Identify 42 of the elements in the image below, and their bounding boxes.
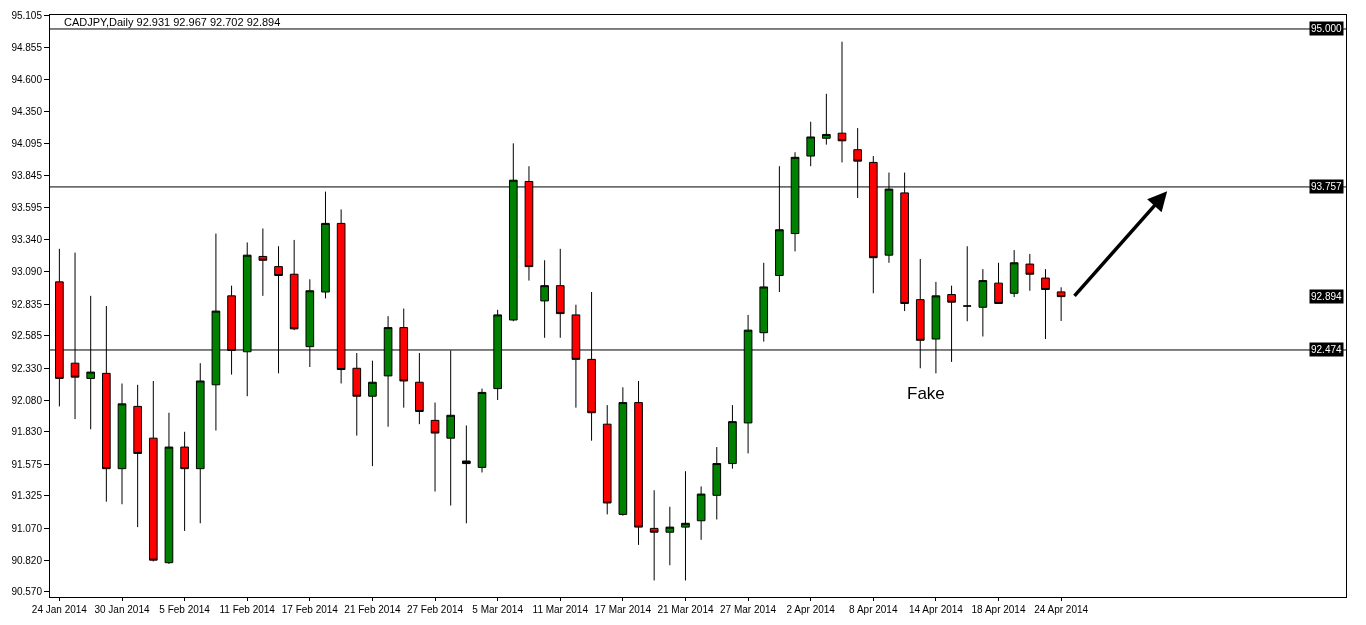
- y-tick-label: 91.830: [11, 426, 43, 438]
- x-tick-label: 11 Feb 2014: [219, 604, 276, 615]
- x-tick-label: 21 Mar 2014: [657, 604, 714, 615]
- y-tick-label: 91.325: [11, 490, 43, 502]
- y-tick-label: 94.600: [11, 74, 43, 86]
- y-tick-label: 90.820: [11, 554, 43, 566]
- x-tick-label: 30 Jan 2014: [94, 604, 150, 615]
- x-tick-label: 24 Apr 2014: [1034, 604, 1089, 615]
- y-tick-label: 92.080: [11, 394, 43, 406]
- x-tick-label: 17 Mar 2014: [594, 604, 652, 615]
- x-tick-label: 17 Feb 2014: [281, 604, 339, 615]
- x-tick-label: 5 Feb 2014: [159, 604, 211, 615]
- x-tick-label: 27 Mar 2014: [720, 604, 777, 615]
- y-tick-label: 94.095: [11, 138, 43, 150]
- text: 92.894: [1311, 291, 1343, 302]
- y-tick-label: 92.330: [11, 362, 43, 374]
- x-tick-label: 2 Apr 2014: [786, 604, 836, 615]
- y-tick-label: 93.340: [11, 234, 43, 246]
- x-tick-label: 18 Apr 2014: [971, 604, 1026, 615]
- y-tick-label: 91.575: [11, 458, 43, 470]
- x-tick-label: 14 Apr 2014: [908, 604, 964, 615]
- y-tick-label: 94.855: [11, 41, 43, 53]
- y-tick-label: 92.835: [11, 298, 43, 310]
- x-tick-label: 24 Jan 2014: [31, 604, 88, 615]
- y-tick-label: 93.090: [11, 266, 43, 278]
- ref-line-label: 92.474: [1311, 344, 1343, 355]
- y-tick-label: 93.595: [11, 202, 43, 214]
- y-tick-label: 92.585: [11, 330, 43, 342]
- y-tick-label: 91.070: [11, 522, 43, 534]
- x-tick-label: 11 Mar 2014: [532, 604, 589, 615]
- y-tick-label: 94.350: [11, 106, 43, 118]
- y-tick-label: 93.845: [11, 170, 43, 182]
- x-tick-label: 21 Feb 2014: [344, 604, 401, 615]
- ref-line-label: 93.757: [1311, 181, 1343, 192]
- y-tick-label: 90.570: [11, 586, 43, 598]
- x-tick-label: 5 Mar 2014: [472, 604, 524, 615]
- y-tick-label: 95.105: [11, 10, 43, 22]
- x-tick-label: 27 Feb 2014: [406, 604, 464, 615]
- chart-title: CADJPY,Daily 92.931 92.967 92.702 92.894: [64, 15, 281, 28]
- ref-line-label: 95.000: [1311, 23, 1343, 34]
- annotation: Fake: [907, 384, 945, 403]
- x-tick-label: 8 Apr 2014: [849, 604, 898, 615]
